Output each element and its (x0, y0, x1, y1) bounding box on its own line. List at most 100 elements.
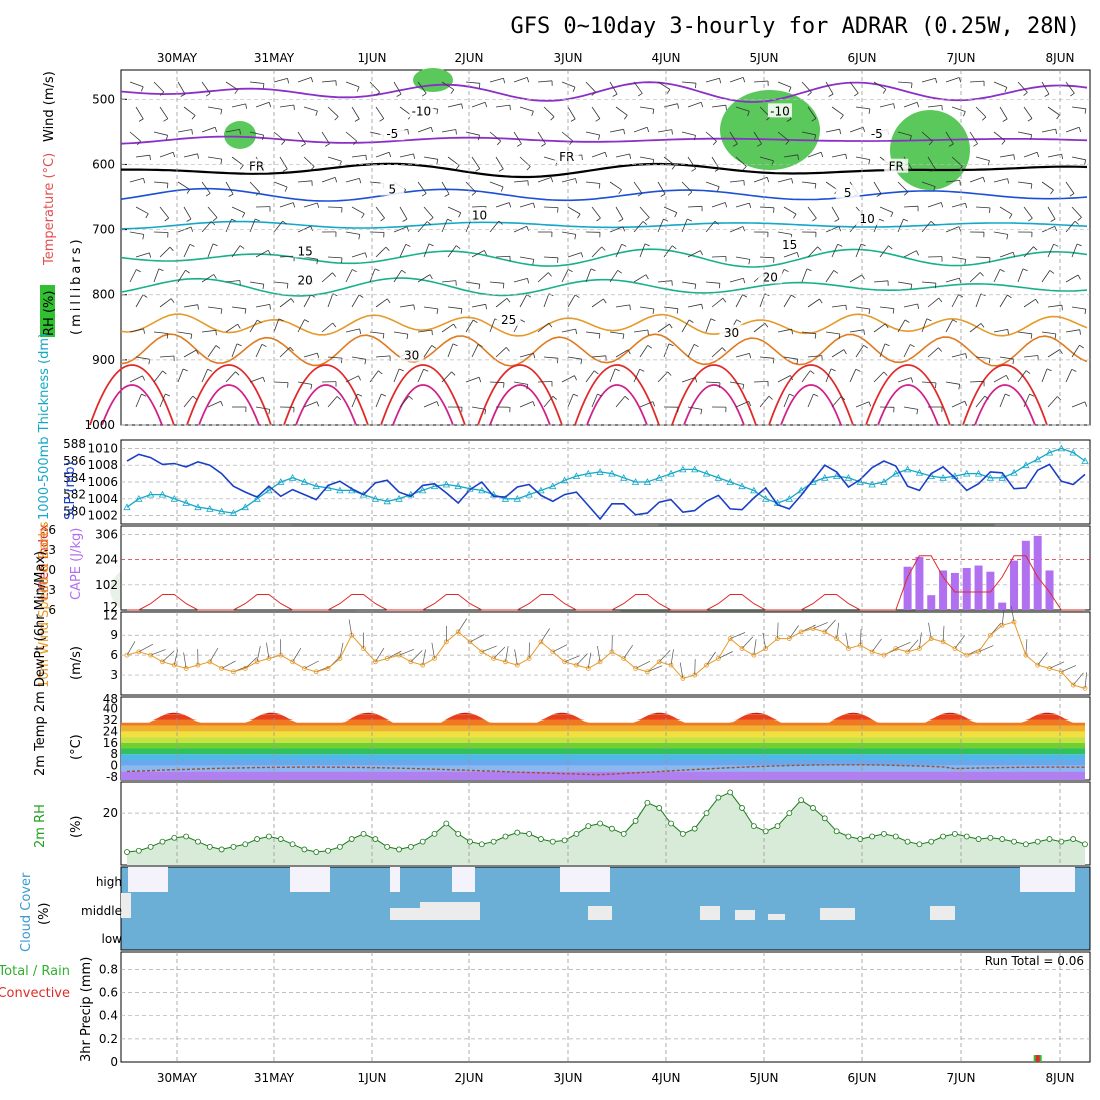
wind10-barb (1084, 672, 1088, 689)
date-label-bottom: 30MAY (157, 1071, 198, 1085)
wind-barb (975, 395, 986, 408)
wind-barb-flag (164, 217, 169, 222)
thickness-marker (714, 473, 723, 481)
wind-barb (417, 329, 432, 333)
wind-barb-flag (838, 333, 841, 339)
wind10-point (148, 652, 154, 658)
wind-barb (543, 256, 559, 259)
wind-barb (735, 294, 743, 308)
cape-bar (903, 566, 912, 610)
wind-barb-flag (278, 318, 284, 322)
rh2m-point (975, 836, 982, 842)
wind-barb (273, 78, 288, 83)
rh2m-point (892, 833, 899, 840)
wind-barb-flag (598, 134, 601, 140)
temp2m-label: 2m Temp 2m DewPt (6hr Min/Max) (33, 551, 48, 776)
wind-barb (663, 156, 676, 166)
wind-barb (1017, 81, 1028, 93)
wind-barb-flag (791, 329, 793, 335)
cloud-clear-block (560, 867, 610, 892)
thickness-marker (442, 480, 451, 488)
thickness-marker (620, 473, 628, 481)
wind-barb (1071, 344, 1080, 358)
cloud-mid-block (735, 910, 755, 920)
wind-barb-flag (310, 77, 314, 83)
wind-barb-flag (892, 308, 895, 314)
wind10-barb (514, 649, 518, 666)
wind-barb (135, 393, 142, 408)
wind-barb (249, 376, 264, 383)
wind-barb (399, 304, 414, 308)
wind10-barb (256, 646, 261, 662)
wind10-barb (266, 642, 270, 659)
wind-barb-flag (719, 382, 721, 388)
wind-barb-flag (861, 274, 865, 280)
wind-barb-flag (622, 226, 626, 232)
wind-barb-flag (868, 159, 871, 165)
wind-barb (855, 306, 870, 310)
wind-barb-flag (189, 243, 195, 247)
wind-barb-flag (455, 129, 457, 135)
wind-barb-flag (863, 344, 868, 349)
wind-barb-flag (984, 395, 989, 400)
rh2m-point (396, 846, 402, 853)
wind-barb-flag (691, 168, 696, 172)
wind-barb (231, 103, 246, 108)
wind10-point (372, 659, 378, 665)
wind-barb (495, 104, 510, 108)
rh2m-point (644, 799, 651, 806)
wind10-barbs (124, 606, 1088, 691)
wind-barb (327, 256, 343, 259)
wind-barb-flag (509, 105, 511, 111)
rh-shade-high (720, 90, 820, 170)
wind-barb-flag (809, 370, 815, 375)
wind-barb (927, 347, 939, 358)
wind-barb-flag (382, 333, 385, 339)
wind-barb (369, 268, 376, 283)
wind-barb (543, 396, 554, 408)
wind-barb (855, 156, 870, 160)
wind-barb-flag (876, 193, 882, 197)
wind-barb (615, 153, 630, 158)
wind-barb (183, 244, 191, 258)
wind10-point (420, 662, 426, 668)
wind-barb-flag (364, 252, 368, 258)
rh2m-point (360, 830, 367, 837)
surface-temp-arch (683, 384, 745, 426)
surface-temp-arch (780, 384, 842, 426)
wind-barb-flag (1054, 226, 1058, 232)
wind-barb-flag (916, 102, 920, 108)
cape-bar (974, 565, 983, 610)
wind-barb (777, 328, 792, 333)
wind-barb-flag (840, 114, 844, 120)
wind10-point (313, 669, 319, 675)
temp-band (121, 754, 1085, 760)
wind-barb-flag (987, 160, 990, 166)
wind-barb (321, 272, 333, 283)
thickness-marker (395, 494, 403, 502)
wind-barb (375, 393, 382, 408)
wind-barb-flag (627, 349, 631, 355)
wind-barb-flag (359, 178, 362, 184)
wind-barb-flag (676, 308, 679, 314)
wind-barb (711, 256, 727, 258)
wind-barb-flag (228, 193, 234, 197)
wind-barb (1065, 220, 1076, 233)
temperature-contour (120, 220, 1088, 230)
wind-barb (465, 319, 474, 333)
wind-barb (807, 106, 817, 119)
wind-barb (393, 331, 408, 335)
rh2m-point (526, 830, 533, 837)
wind-barb (903, 250, 917, 258)
wind-barb-flag (819, 298, 823, 304)
wind-barb-flag (789, 393, 794, 397)
pressure-tick: 1000 (84, 418, 115, 432)
wind-barb-flag (581, 154, 583, 160)
wind-barb-flag (843, 349, 847, 355)
wind-barb (639, 401, 654, 408)
cloud-mid-block (768, 914, 785, 920)
wind-barb-flag (143, 178, 146, 184)
wind10-barb (670, 649, 674, 666)
wind-barb-flag (669, 323, 673, 329)
wind-barb (639, 206, 650, 218)
